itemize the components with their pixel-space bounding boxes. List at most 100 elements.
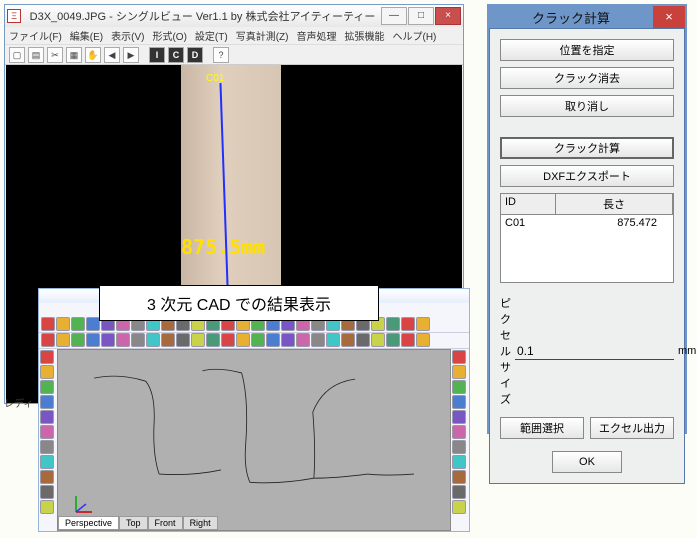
cad-tool-icon[interactable] [40, 470, 54, 484]
cad-tool-icon[interactable] [56, 317, 70, 331]
cad-window: 3 次元 CAD での結果表示 Perspective [38, 288, 470, 532]
cad-tool-icon[interactable] [146, 333, 160, 347]
cad-tool-icon[interactable] [176, 333, 190, 347]
cad-tool-icon[interactable] [452, 425, 466, 439]
cad-tool-icon[interactable] [86, 317, 100, 331]
cad-drawing [58, 350, 450, 530]
menu-item[interactable]: ファイル(F) [9, 28, 62, 43]
maximize-button[interactable]: □ [408, 7, 434, 25]
cad-tool-icon[interactable] [452, 485, 466, 499]
cad-tool-icon[interactable] [40, 485, 54, 499]
cad-tool-icon[interactable] [401, 317, 415, 331]
tool-info-icon[interactable]: I [149, 47, 165, 63]
cad-tool-icon[interactable] [40, 455, 54, 469]
cad-tool-icon[interactable] [386, 317, 400, 331]
cad-tool-icon[interactable] [452, 455, 466, 469]
pixel-size-input[interactable] [515, 343, 674, 360]
col-id: ID [501, 194, 556, 214]
menu-item[interactable]: ヘルプ(H) [392, 28, 436, 43]
cad-tool-icon[interactable] [356, 333, 370, 347]
tool-open-icon[interactable]: ▢ [9, 47, 25, 63]
tool-hand-icon[interactable]: ✋ [85, 47, 101, 63]
close-button[interactable]: × [435, 7, 461, 25]
cad-tool-icon[interactable] [266, 333, 280, 347]
cad-tool-icon[interactable] [131, 333, 145, 347]
menu-item[interactable]: 形式(O) [152, 28, 186, 43]
cad-tool-icon[interactable] [401, 333, 415, 347]
tool-next-icon[interactable]: ▶ [123, 47, 139, 63]
cad-tool-icon[interactable] [40, 425, 54, 439]
cad-tool-icon[interactable] [251, 333, 265, 347]
cad-tool-icon[interactable] [40, 440, 54, 454]
cad-tool-icon[interactable] [116, 333, 130, 347]
cad-tool-icon[interactable] [452, 365, 466, 379]
cad-tool-icon[interactable] [341, 333, 355, 347]
tool-d-icon[interactable]: D [187, 47, 203, 63]
erase-crack-button[interactable]: クラック消去 [500, 67, 674, 89]
cad-tool-icon[interactable] [56, 333, 70, 347]
cad-tool-icon[interactable] [41, 333, 55, 347]
cad-tool-icon[interactable] [221, 333, 235, 347]
tool-save-icon[interactable]: ▤ [28, 47, 44, 63]
cell-length: 875.472 [556, 215, 673, 231]
cad-tool-icon[interactable] [452, 440, 466, 454]
cad-tool-icon[interactable] [161, 333, 175, 347]
excel-export-button[interactable]: エクセル出力 [590, 417, 674, 439]
cad-tool-icon[interactable] [71, 317, 85, 331]
menu-item[interactable]: 音声処理 [296, 28, 336, 43]
cad-tab[interactable]: Top [119, 516, 148, 530]
cad-tab[interactable]: Right [183, 516, 218, 530]
dxf-export-button[interactable]: DXFエクスポート [500, 165, 674, 187]
cad-tool-icon[interactable] [191, 333, 205, 347]
cad-tool-icon[interactable] [311, 333, 325, 347]
menu-item[interactable]: 編集(E) [70, 28, 103, 43]
tool-grid-icon[interactable]: ▦ [66, 47, 82, 63]
dialog-close-button[interactable]: × [653, 6, 685, 28]
cad-tool-icon[interactable] [101, 333, 115, 347]
cad-tool-icon[interactable] [40, 365, 54, 379]
cad-tool-icon[interactable] [40, 395, 54, 409]
cad-tool-icon[interactable] [386, 333, 400, 347]
cad-tool-icon[interactable] [416, 317, 430, 331]
cad-tool-icon[interactable] [371, 333, 385, 347]
tool-help-icon[interactable]: ? [213, 47, 229, 63]
cad-tool-icon[interactable] [40, 410, 54, 424]
cad-tool-icon[interactable] [71, 333, 85, 347]
table-row[interactable]: C01 875.472 [501, 215, 673, 231]
cad-tool-icon[interactable] [206, 333, 220, 347]
range-select-button[interactable]: 範囲選択 [500, 417, 584, 439]
cad-tool-icon[interactable] [86, 333, 100, 347]
menu-item[interactable]: 表示(V) [111, 28, 144, 43]
menu-item[interactable]: 写真計測(Z) [236, 28, 289, 43]
cad-tool-icon[interactable] [40, 350, 54, 364]
cad-tool-icon[interactable] [416, 333, 430, 347]
cad-tool-icon[interactable] [236, 333, 250, 347]
cad-tool-icon[interactable] [452, 410, 466, 424]
cad-tool-icon[interactable] [40, 500, 54, 514]
crack-id-label: C01 [206, 73, 224, 84]
undo-button[interactable]: 取り消し [500, 95, 674, 117]
cad-tool-icon[interactable] [452, 500, 466, 514]
cad-tool-icon[interactable] [452, 470, 466, 484]
cad-tool-icon[interactable] [326, 333, 340, 347]
cad-tab[interactable]: Front [148, 516, 183, 530]
ok-button[interactable]: OK [552, 451, 622, 473]
specify-position-button[interactable]: 位置を指定 [500, 39, 674, 61]
tool-prev-icon[interactable]: ◀ [104, 47, 120, 63]
minimize-button[interactable]: — [381, 7, 407, 25]
cad-tool-icon[interactable] [40, 380, 54, 394]
cad-tool-icon[interactable] [41, 317, 55, 331]
cad-view-tabs: Perspective Top Front Right [58, 516, 218, 530]
tool-cut-icon[interactable]: ✂ [47, 47, 63, 63]
menu-item[interactable]: 拡張機能 [344, 28, 384, 43]
crack-calc-button[interactable]: クラック計算 [500, 137, 674, 159]
cad-tool-icon[interactable] [281, 333, 295, 347]
cad-tool-icon[interactable] [452, 350, 466, 364]
cad-viewport[interactable]: Perspective Top Front Right [57, 349, 451, 531]
cad-tool-icon[interactable] [452, 380, 466, 394]
cad-tab[interactable]: Perspective [58, 516, 119, 530]
cad-tool-icon[interactable] [296, 333, 310, 347]
menu-item[interactable]: 設定(T) [195, 28, 228, 43]
tool-c-icon[interactable]: C [168, 47, 184, 63]
cad-tool-icon[interactable] [452, 395, 466, 409]
